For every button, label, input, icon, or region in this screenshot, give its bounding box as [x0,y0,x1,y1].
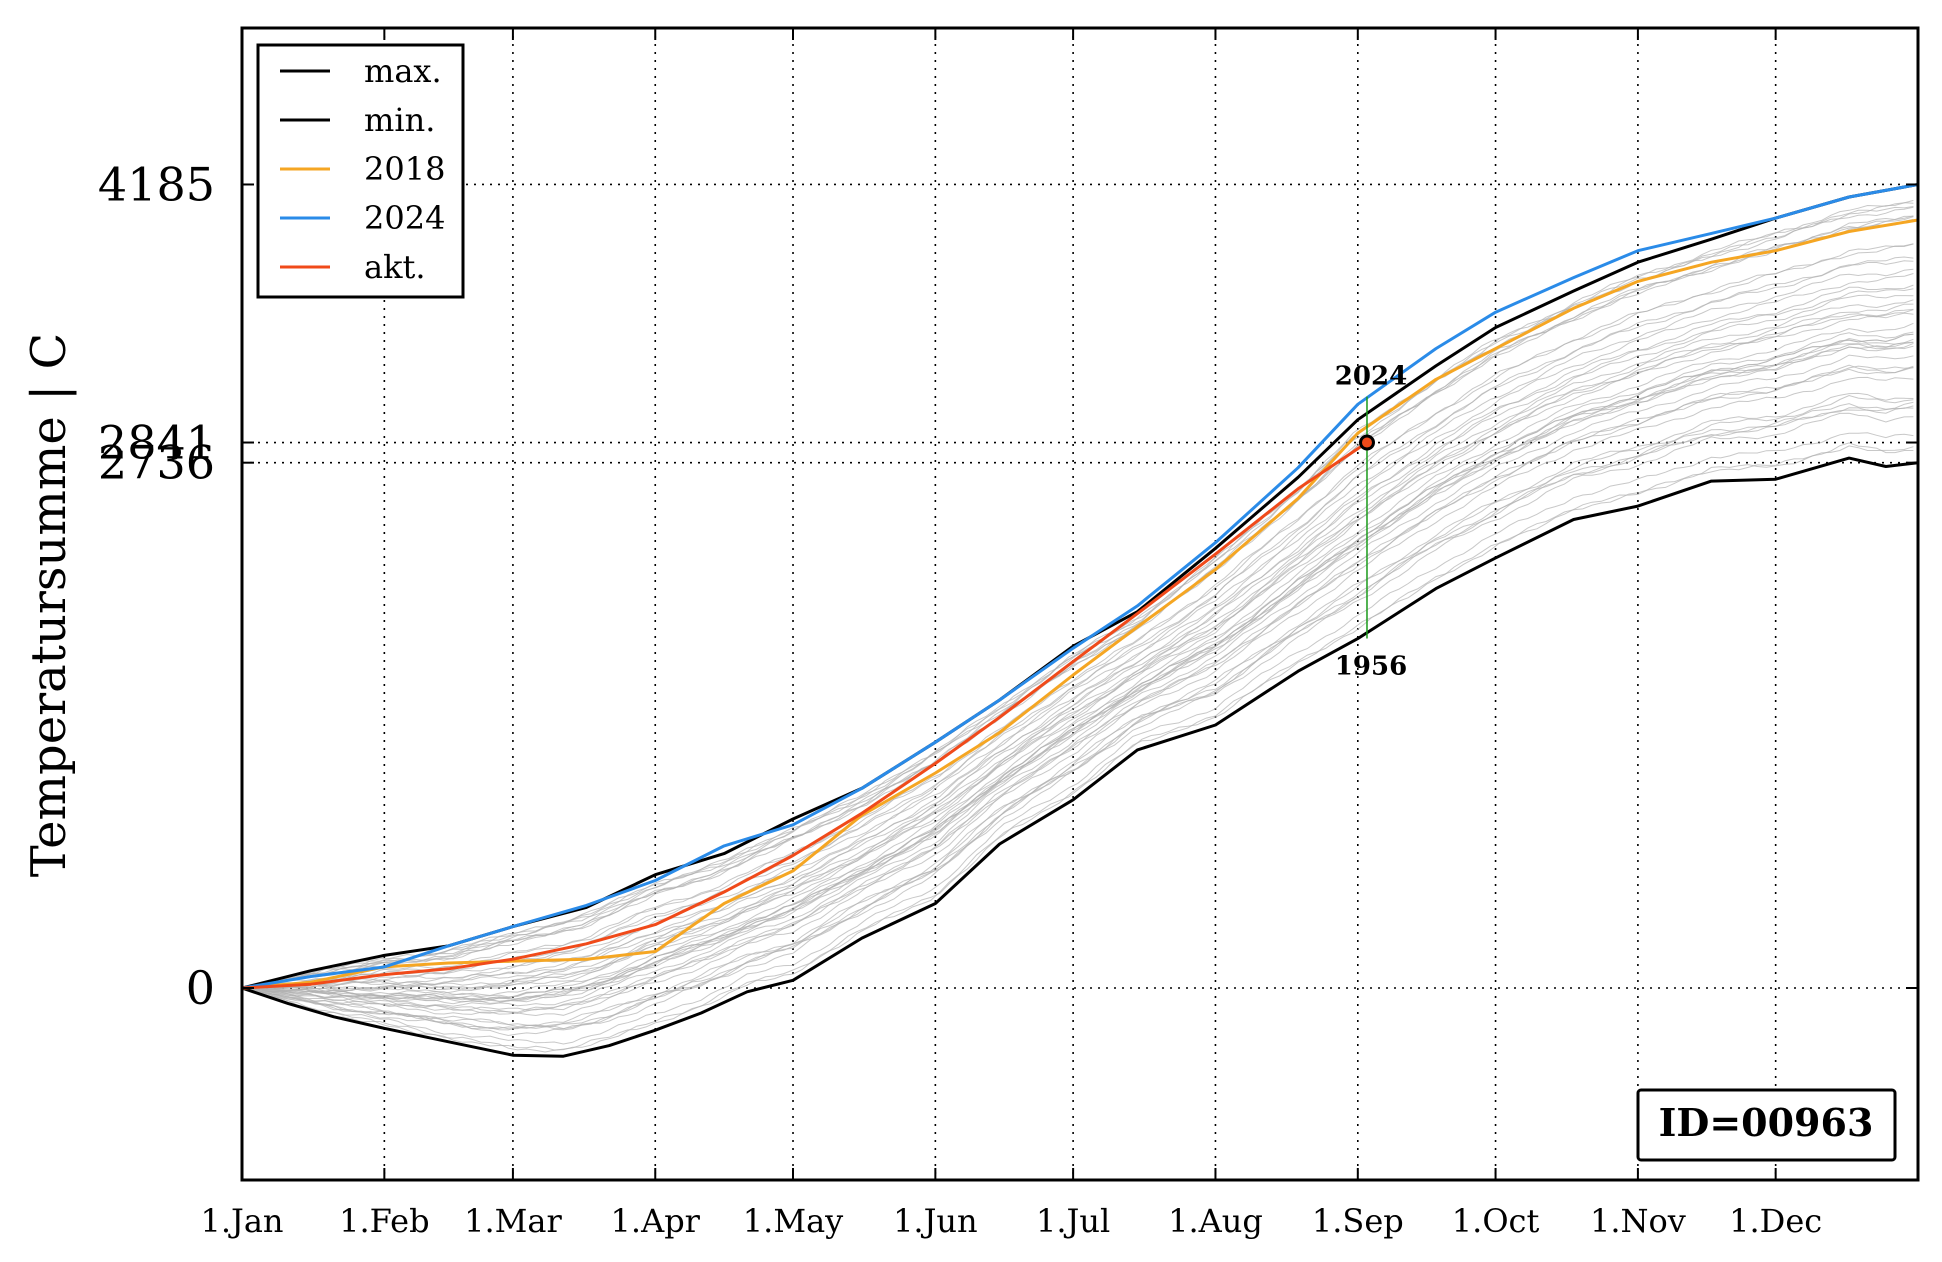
historical-year-line [242,243,1914,989]
legend-box [256,43,465,299]
historical-year-line [242,260,1914,989]
legend-label: akt. [364,248,426,286]
historical-year-line [242,218,1914,989]
historical-year-line [242,199,1914,989]
historical-year-line [242,445,1914,1051]
historical-year-line [242,294,1914,990]
historical-year-line [242,376,1914,1017]
historical-years-layer [242,199,1914,1053]
historical-year-line [242,432,1914,1045]
legend-label: 2024 [364,199,445,237]
historical-year-line [242,337,1914,1001]
id-box: ID=00963 [1636,1088,1897,1162]
legend-label: min. [364,101,435,139]
annotation-layer: 2024 1956 [1335,362,1407,682]
series-line-2018 [242,218,1918,990]
historical-year-line [242,202,1914,989]
plot-frame [240,26,1920,1182]
historical-year-line [242,342,1914,1004]
id-box-frame [1636,1088,1897,1162]
historical-year-line [242,354,1914,1007]
x-tick-label: 1.Mar [464,1202,562,1240]
historical-year-line [242,364,1914,1014]
legend-label: max. [364,52,442,90]
historical-year-line [242,288,1914,989]
historical-year-line [242,215,1914,989]
series-line-min [242,456,1918,1058]
historical-year-line [242,268,1914,989]
historical-year-line [242,341,1914,1005]
y-tick-label: 0 [186,961,215,1015]
historical-year-line [242,303,1914,991]
x-tick-label: 1.Feb [339,1202,429,1240]
historical-year-line [242,215,1914,989]
x-tick-label: 1.Apr [611,1202,701,1240]
series-line-akt [242,441,1368,990]
grid-layer [242,28,1918,1180]
x-tick-label: 1.Jun [893,1202,978,1240]
historical-year-line [242,322,1914,997]
historical-year-line [242,206,1914,989]
historical-year-line [242,333,1914,1001]
min-year-label: 1956 [1335,652,1407,682]
historical-year-line [242,243,1914,989]
tick-layer: 1.Jan 1.Feb 1.Mar 1.Apr 1.May 1.Jun 1.Jul 1.Aug… [98,28,1918,1240]
historical-year-line [242,216,1914,989]
historical-year-line [242,308,1914,993]
x-tick-label: 1.Dec [1729,1202,1822,1240]
x-tick-label: 1.Nov [1590,1202,1686,1240]
historical-year-line [242,365,1914,1014]
historical-year-line [242,365,1914,1011]
x-tick-label: 1.Jul [1036,1202,1110,1240]
legend: max. min. 2018 2024 akt. [256,43,465,299]
id-label: ID=00963 [1659,1100,1874,1145]
historical-year-line [242,299,1914,990]
series-line-2024 [242,183,1918,990]
series-layer [242,183,1918,1058]
x-tick-label: 1.Oct [1452,1202,1540,1240]
historical-year-line [242,405,1914,1030]
y-tick-label: 4185 [98,157,215,211]
current-value-point [1358,434,1375,451]
y-tick-label: 2736 [98,436,215,490]
historical-year-line [242,273,1914,989]
historical-year-line [242,331,1914,998]
x-tick-label: 1.Aug [1168,1202,1263,1240]
x-tick-label: 1.May [743,1202,843,1240]
x-tick-label: 1.Jan [200,1202,283,1240]
historical-year-line [242,312,1914,994]
historical-year-line [242,392,1914,1027]
y-axis-label: Temperatursumme | C [21,333,77,877]
x-tick-label: 1.Sep [1312,1202,1404,1240]
max-year-label: 2024 [1335,362,1407,392]
historical-year-line [242,442,1914,1053]
historical-year-line [242,412,1914,1037]
y-tick-label: 2841 [98,416,215,470]
historical-year-line [242,206,1914,989]
historical-year-line [242,284,1914,989]
historical-year-line [242,394,1914,1028]
legend-label: 2018 [364,150,445,188]
historical-year-line [242,256,1914,989]
historical-year-line [242,309,1914,992]
historical-year-line [242,407,1914,1031]
historical-year-line [242,333,1914,1001]
